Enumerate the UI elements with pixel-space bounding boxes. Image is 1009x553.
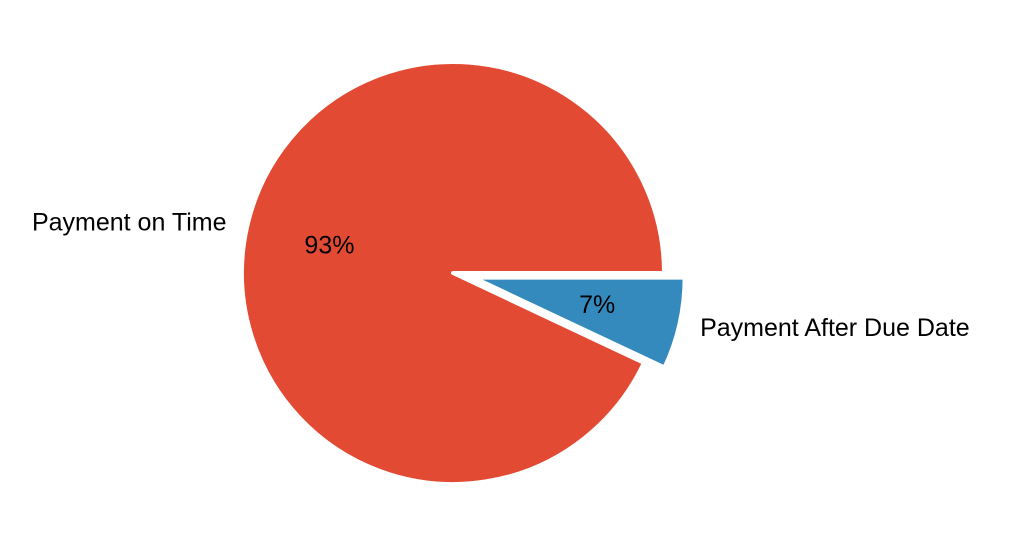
pie-slice-0 — [240, 60, 666, 486]
slice-label-1: Payment After Due Date — [700, 314, 970, 342]
slice-percent-label-1: 7% — [579, 291, 615, 319]
slice-percent-label-0: 93% — [304, 231, 354, 259]
slice-label-0: Payment on Time — [32, 208, 227, 236]
pie-slice-1 — [471, 275, 687, 370]
